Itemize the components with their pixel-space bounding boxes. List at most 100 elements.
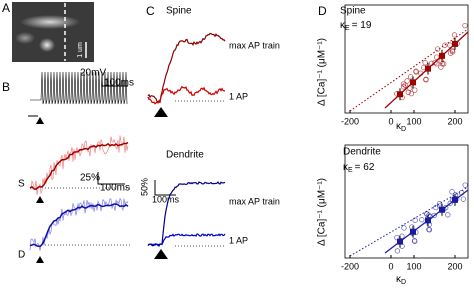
kappa-e: κE = 62 [343, 162, 375, 174]
scale-label: 100ms [152, 194, 180, 204]
data-point [447, 50, 454, 56]
x-tick-label: 100 [406, 116, 421, 126]
mean-point [397, 91, 403, 98]
trace [147, 233, 226, 247]
symbol: κ [396, 121, 402, 132]
x-axis-label: κD [396, 121, 406, 133]
mean-point [452, 196, 458, 203]
panel-label: D [318, 4, 327, 18]
x-axis-label: κD [396, 274, 406, 285]
data-point [412, 217, 418, 223]
data-point [462, 22, 468, 29]
x-tick-label: 200 [447, 261, 462, 271]
stimulus-marker [154, 249, 168, 259]
trace-label: max AP train [229, 40, 280, 50]
trace-label: 1 AP [229, 91, 248, 101]
data-point [436, 201, 443, 207]
data-point [419, 217, 425, 223]
y-axis-label: Δ [Ca]⁻¹ (μM⁻¹) [317, 178, 328, 246]
micrograph [12, 2, 94, 62]
trace [147, 85, 226, 105]
mean-point [425, 65, 431, 72]
data-point [401, 225, 407, 231]
mean-point [410, 79, 416, 86]
trace [29, 197, 129, 251]
data-point [445, 212, 451, 218]
mean-point [410, 228, 416, 235]
data-point [451, 32, 458, 38]
mean-point [452, 40, 458, 47]
scale-bar [154, 180, 176, 196]
dendrite-image [20, 15, 80, 29]
data-point [426, 227, 433, 233]
data-point [434, 61, 440, 67]
subtitle: Dendrite [343, 147, 381, 158]
symbol: κ [343, 162, 349, 173]
subtitle: Spine [166, 6, 192, 17]
data-point [447, 200, 453, 206]
x-tick-label: 0 [388, 116, 393, 126]
subscript: E [348, 167, 353, 174]
trace-label: D [18, 250, 25, 261]
plot-frame [344, 4, 469, 114]
plot-frame [344, 144, 469, 259]
mean-point [439, 52, 445, 59]
scale-label: 100ms [100, 183, 130, 194]
trace-label: 1 AP [229, 235, 248, 245]
x-tick-label: 100 [406, 261, 421, 271]
mean-point [439, 206, 445, 213]
panel-label: A [2, 1, 10, 15]
trace-label: S [18, 179, 25, 190]
symbol: κ [340, 20, 346, 31]
trace [147, 181, 226, 248]
data-point [412, 238, 418, 244]
stimulus-marker [36, 256, 44, 263]
stimulus-marker [154, 107, 168, 117]
data-point [442, 42, 448, 48]
spine-image [39, 38, 55, 52]
data-point [418, 70, 424, 76]
stimulus-marker [36, 117, 44, 124]
spike-train [30, 71, 128, 105]
data-point [400, 84, 407, 90]
data-point [404, 78, 410, 84]
blur [15, 32, 35, 44]
panel-label: C [146, 4, 155, 18]
trace [29, 203, 129, 248]
x-tick-label: -200 [341, 261, 359, 271]
data-point [434, 46, 441, 52]
scale-label: 50% [139, 178, 149, 196]
data-point [458, 190, 465, 196]
subscript: D [401, 279, 406, 285]
symbol: κ [396, 274, 402, 285]
kappa-e: κE = 19 [340, 20, 372, 32]
data-point [394, 234, 400, 241]
data-point [400, 81, 407, 87]
fit-line [349, 28, 469, 112]
data-point [462, 182, 468, 188]
trace-label: max AP train [229, 196, 280, 206]
scale-label: 1 um [77, 42, 84, 58]
data-point [429, 60, 435, 66]
subtitle: Spine [340, 6, 366, 17]
data-point [413, 69, 419, 75]
data-point [460, 196, 467, 202]
data-point [423, 77, 429, 83]
scale-label: 100ms [104, 78, 134, 89]
stimulus-marker [36, 196, 44, 203]
subtitle: Dendrite [166, 150, 204, 161]
subscript: D [401, 126, 406, 133]
data-point [409, 224, 415, 230]
data-point [434, 54, 440, 60]
data-point [438, 64, 444, 70]
subscript: E [345, 25, 350, 32]
y-axis-label: Δ [Ca]⁻¹ (μM⁻¹) [317, 38, 328, 106]
value: = 19 [352, 20, 372, 31]
trace [147, 32, 226, 104]
trace [29, 141, 129, 190]
data-point [447, 42, 453, 48]
data-point [407, 74, 414, 80]
data-point [449, 189, 455, 195]
scale-bar [97, 172, 125, 185]
